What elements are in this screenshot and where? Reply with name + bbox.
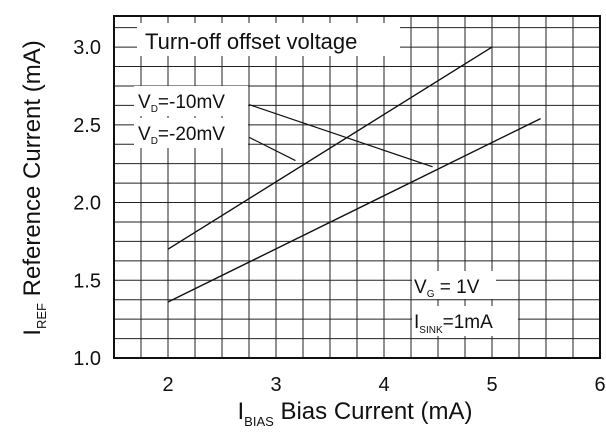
y-tick-label: 2.0 (73, 193, 101, 215)
x-tick-label: 4 (378, 374, 389, 396)
y-tick-label: 2.5 (73, 115, 101, 137)
x-axis-label: IBIAS Bias Current (mA) (238, 398, 473, 429)
y-tick-label: 1.5 (73, 270, 101, 292)
vd10-label-background (134, 86, 248, 116)
grid (113, 16, 601, 359)
vg-label-sub: G (427, 289, 435, 300)
series-line (167, 117, 541, 303)
x-axis-label-main: I (238, 398, 245, 425)
y-tick-label: 1.0 (73, 348, 101, 370)
vd20-label-main: V (138, 124, 151, 145)
y-axis-label-rest: Reference Current (mA) (19, 40, 46, 303)
annotation-leader-line (248, 136, 296, 162)
vg-label: VG = 1V (414, 277, 480, 300)
vd10-label: VD=-10mV (138, 92, 225, 115)
chart-title-background (137, 23, 400, 56)
x-axis-label-rest: Bias Current (mA) (274, 398, 473, 425)
isink-label-main: I (414, 312, 419, 333)
annotation-leaders (248, 104, 433, 168)
x-tick-label: 2 (162, 374, 173, 396)
vd10-label-sub: D (151, 104, 158, 115)
x-tick-labels: 2 3 4 5 6 (162, 374, 605, 396)
vd20-label-background (134, 118, 248, 148)
x-tick-label: 3 (270, 374, 281, 396)
y-tick-labels: 1.0 1.5 2.0 2.5 3.0 (73, 37, 101, 370)
series-lines (167, 46, 541, 303)
isink-label: ISINK=1mA (414, 312, 493, 336)
series-line (167, 46, 493, 250)
x-tick-label: 6 (594, 374, 605, 396)
vg-label-background (412, 271, 496, 299)
x-axis-label-sub: BIAS (244, 414, 274, 429)
isink-label-sub: SINK (419, 325, 443, 336)
y-axis-label: IREF Reference Current (mA) (19, 40, 49, 335)
isink-label-rest: =1mA (443, 312, 493, 333)
vd10-label-rest: =-10mV (158, 92, 225, 113)
vg-label-rest: = 1V (434, 277, 479, 298)
annotation-leader-line (248, 104, 433, 168)
vd20-label-sub: D (151, 136, 158, 147)
vd10-label-main: V (138, 92, 151, 113)
x-tick-label: 5 (486, 374, 497, 396)
y-axis-label-sub: REF (34, 303, 49, 329)
y-axis-label-main: I (19, 329, 46, 336)
vg-label-main: V (414, 277, 427, 298)
y-tick-label: 3.0 (73, 37, 101, 59)
plot-frame (113, 15, 601, 359)
vd20-label-rest: =-20mV (158, 124, 225, 145)
isink-label-background (412, 306, 518, 336)
chart-title: Turn-off offset voltage (145, 29, 357, 54)
vd20-label: VD=-20mV (138, 124, 225, 147)
